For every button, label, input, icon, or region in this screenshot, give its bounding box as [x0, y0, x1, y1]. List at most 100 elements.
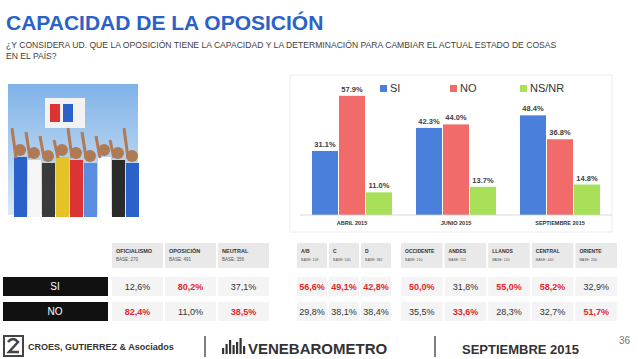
- bar: [416, 128, 442, 215]
- table-cell: [532, 277, 574, 296]
- subtitle-line: EN EL PAÍS?: [6, 51, 57, 61]
- cell-text: 38,1%: [331, 307, 357, 317]
- table-cell: [112, 302, 163, 321]
- legend-label: SI: [390, 82, 400, 94]
- header-name: OCCIDENTE: [405, 248, 435, 254]
- header-base: BASE: 112: [449, 258, 466, 262]
- data-label: 36.8%: [549, 128, 571, 137]
- cell-text: 38,5%: [231, 307, 257, 317]
- header-base: BASE: 440: [536, 258, 554, 262]
- header-name: C: [333, 248, 337, 254]
- brand-icon-bar: [240, 338, 242, 354]
- bar: [520, 115, 546, 215]
- photo-person-arm: [54, 140, 58, 158]
- table-cell: [401, 277, 443, 296]
- header-name: D: [365, 248, 369, 254]
- header-cell: [297, 243, 327, 268]
- header-base: BASE: 200: [579, 258, 597, 262]
- cell-text: 56,6%: [299, 282, 325, 292]
- cell-text: 50,0%: [409, 282, 435, 292]
- photo-person-arm: [40, 136, 44, 158]
- table-cell: [445, 302, 487, 321]
- title: CAPACIDAD DE LA OPOSICIÓN: [6, 11, 323, 34]
- table: OFICIALISMOBASE: 270OPOSICIÓNBASE: 491NE…: [3, 243, 617, 321]
- header-name: A/B: [301, 248, 310, 254]
- photo-person-body: [126, 163, 139, 217]
- row-header: [3, 302, 108, 321]
- header-name: ORIENTE: [579, 248, 602, 254]
- logo-mark: [8, 339, 19, 352]
- x-tick-label: JUNIO 2015: [441, 220, 472, 226]
- brand: VENEBAROMETRO: [248, 340, 388, 357]
- brand-icon-bar: [229, 340, 231, 354]
- cell-text: 32,9%: [583, 282, 609, 292]
- header-base: BASE: 540: [333, 258, 351, 262]
- bar: [366, 192, 392, 215]
- photo-person-arm: [12, 128, 16, 158]
- header-name: OFICIALISMO: [116, 248, 153, 254]
- cell-text: 33,6%: [453, 307, 479, 317]
- table-cell: [165, 302, 216, 321]
- cell-text: 11,0%: [178, 307, 203, 317]
- cell-text: 49,1%: [331, 282, 357, 292]
- separator: [204, 336, 206, 357]
- photo-person-body: [84, 163, 97, 217]
- bar: [547, 139, 573, 215]
- photo-person-body: [98, 157, 111, 217]
- data-label: 57.9%: [341, 85, 363, 94]
- brand-icon-bar: [233, 345, 235, 354]
- header-cell: [329, 243, 359, 268]
- chart-frame: [290, 75, 612, 232]
- bars: [312, 96, 600, 215]
- table-cell: [575, 302, 617, 321]
- header-cell: [488, 243, 530, 268]
- cell-text: 38,4%: [363, 307, 389, 317]
- page-number: 36: [619, 335, 631, 346]
- cell-text: 80,2%: [178, 282, 204, 292]
- table-cell: [488, 302, 530, 321]
- table-cell: [218, 277, 269, 296]
- table-cell: [532, 302, 574, 321]
- cell-text: 37,1%: [231, 282, 257, 292]
- header-base: BASE: 356: [222, 257, 245, 262]
- photo-person-arm: [110, 140, 114, 158]
- footer-date: SEPTIEMBRE 2015: [462, 342, 579, 357]
- x-tick-label: ABRIL 2015: [337, 220, 367, 226]
- header-cell: [165, 243, 216, 268]
- header-base: BASE: 120: [492, 258, 510, 262]
- legend-label: NO: [460, 82, 477, 94]
- photo-person-body: [42, 163, 55, 217]
- x-tick-label: SEPTIEMBRE 2015: [535, 220, 585, 226]
- subtitle-line: ¿Y CONSIDERA UD. QUE LA OPOSICIÓN TIENE …: [6, 40, 557, 50]
- data-label: 14.8%: [576, 174, 598, 183]
- data-labels: 31.1%57.9%11.0%42.3%44.0%13.7%48.4%36.8%…: [314, 85, 598, 191]
- legend-swatch: [450, 85, 457, 92]
- table-cell: [112, 277, 163, 296]
- brand-icon-bar: [243, 346, 245, 354]
- photo-person-arm: [68, 128, 72, 158]
- header-cell: [401, 243, 443, 268]
- photo-sign-mark: [63, 104, 73, 122]
- company: CROES, GUTIERREZ & Asociados: [28, 342, 174, 352]
- header-base: BASE: 382: [365, 258, 383, 262]
- data-label: 11.0%: [369, 181, 390, 190]
- bar: [312, 151, 338, 215]
- bar: [339, 96, 365, 215]
- bar: [574, 185, 600, 215]
- photo-sign-mark: [50, 104, 60, 122]
- photo-person-body: [70, 160, 83, 217]
- header-base: BASE: 109: [301, 258, 319, 262]
- header-cell: [445, 243, 487, 268]
- cell-text: 58,2%: [540, 282, 566, 292]
- brand-icon-bar: [222, 348, 224, 354]
- photo-person-body: [28, 160, 41, 217]
- data-label: 31.1%: [314, 140, 336, 149]
- cell-text: 55,0%: [496, 282, 522, 292]
- data-label: 42.3%: [418, 117, 440, 126]
- header-name: CENTRAL: [536, 248, 560, 254]
- table-cell: [329, 277, 359, 296]
- header-base: BASE: 491: [169, 257, 192, 262]
- photo-person-arm: [26, 132, 30, 158]
- table-cell: [575, 277, 617, 296]
- photo-person-body: [56, 157, 69, 217]
